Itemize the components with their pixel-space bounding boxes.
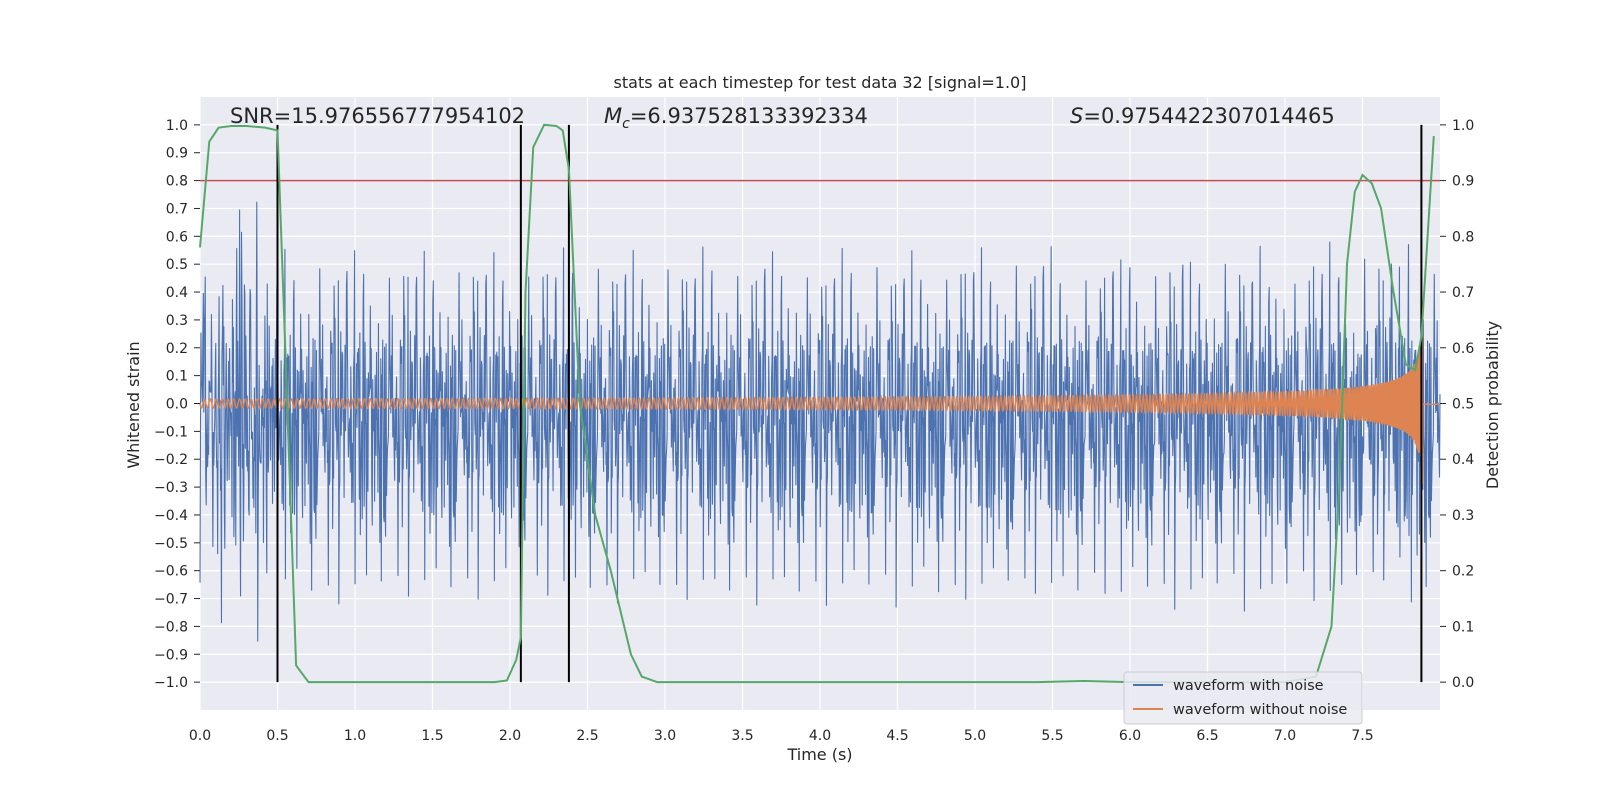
- y-tick-label-11: −0.1: [154, 424, 188, 440]
- y-tick-label-12: −0.2: [154, 452, 188, 468]
- y-axis-label: Whitened strain: [124, 341, 143, 468]
- x-tick-label-10: 5.0: [964, 728, 986, 744]
- y-tick-label-15: −0.5: [154, 536, 188, 552]
- legend-label-clean: waveform without noise: [1173, 702, 1347, 718]
- x-tick-label-15: 7.5: [1351, 728, 1373, 744]
- y-right-tick-label-10: 0.0: [1452, 675, 1474, 691]
- y-tick-label-9: 0.1: [166, 369, 188, 385]
- series-detection-probability: [199, 123, 1435, 684]
- y-right-tick-label-3: 0.7: [1452, 285, 1474, 301]
- y-tick-label-20: −1.0: [154, 675, 188, 691]
- probability-curve: [199, 123, 1435, 684]
- y-right-tick-label-4: 0.6: [1452, 341, 1474, 357]
- y-right-tick-label-1: 0.9: [1452, 174, 1474, 190]
- s-value: =0.9754422307014465: [1083, 104, 1334, 128]
- chirp-mass-symbol: M: [604, 104, 622, 128]
- y-right-tick-label-9: 0.1: [1452, 619, 1474, 635]
- s-symbol: S: [1070, 104, 1083, 128]
- y-tick-label-17: −0.7: [154, 592, 188, 608]
- y-right-tick-label-8: 0.2: [1452, 564, 1474, 580]
- chart-title: stats at each timestep for test data 32 …: [614, 73, 1027, 92]
- snr-annotation: SNR=15.976556777954102: [230, 104, 525, 128]
- chirp-mass-value: =6.937528133392334: [630, 104, 868, 128]
- x-tick-label-8: 4.0: [809, 728, 831, 744]
- series-waveform-with-noise: [199, 201, 1441, 642]
- y-tick-label-18: −0.8: [154, 619, 188, 635]
- x-tick-label-12: 6.0: [1119, 728, 1141, 744]
- x-tick-label-6: 3.0: [654, 728, 676, 744]
- legend-label-noise: waveform with noise: [1173, 678, 1324, 694]
- x-tick-label-11: 5.5: [1041, 728, 1063, 744]
- axis-ticks: 0.0 0.5 1.0 1.5 2.0 2.5 3.0 3.5 4.0 4.5 5.0 5.5 6.0 6…: [154, 118, 1474, 744]
- x-tick-label-13: 6.5: [1196, 728, 1218, 744]
- chirp-trace: [199, 330, 1440, 484]
- noise-trace: [199, 201, 1441, 642]
- y-tick-label-1: 0.9: [166, 146, 188, 162]
- y-tick-label-4: 0.6: [166, 229, 188, 245]
- y-tick-label-2: 0.8: [166, 174, 188, 190]
- y-right-tick-label-5: 0.5: [1452, 397, 1474, 413]
- x-tick-label-4: 2.0: [499, 728, 521, 744]
- y-tick-label-7: 0.3: [166, 313, 188, 329]
- x-tick-label-9: 4.5: [886, 728, 908, 744]
- chirp-mass-annotation: Mc=6.937528133392334: [604, 104, 868, 132]
- x-tick-label-2: 1.0: [344, 728, 366, 744]
- y-tick-label-8: 0.2: [166, 341, 188, 357]
- y-right-tick-label-6: 0.4: [1452, 452, 1474, 468]
- s-annotation: S=0.9754422307014465: [1070, 104, 1335, 128]
- x-tick-label-0: 0.0: [189, 728, 211, 744]
- y-right-tick-label-7: 0.3: [1452, 508, 1474, 524]
- y-axis-label-right: Detection probability: [1483, 321, 1502, 489]
- x-tick-label-3: 1.5: [421, 728, 443, 744]
- x-tick-label-7: 3.5: [731, 728, 753, 744]
- y-tick-label-19: −0.9: [154, 647, 188, 663]
- y-tick-label-13: −0.3: [154, 480, 188, 496]
- y-right-tick-label-0: 1.0: [1452, 118, 1474, 134]
- y-tick-label-3: 0.7: [166, 201, 188, 217]
- x-tick-label-1: 0.5: [266, 728, 288, 744]
- chirp-mass-subscript: c: [622, 116, 630, 132]
- y-tick-label-5: 0.5: [166, 257, 188, 273]
- y-tick-label-0: 1.0: [166, 118, 188, 134]
- legend-box: [1123, 671, 1363, 725]
- x-tick-label-5: 2.5: [576, 728, 598, 744]
- y-tick-label-14: −0.4: [154, 508, 188, 524]
- y-tick-label-16: −0.6: [154, 564, 188, 580]
- y-tick-label-6: 0.4: [166, 285, 188, 301]
- series-waveform-without-noise: [199, 330, 1440, 484]
- y-right-tick-label-2: 0.8: [1452, 229, 1474, 245]
- y-tick-label-10: 0.0: [166, 397, 188, 413]
- x-axis-label: Time (s): [786, 745, 852, 764]
- x-tick-label-14: 7.0: [1274, 728, 1296, 744]
- legend: waveform with noise waveform without noi…: [1123, 671, 1363, 725]
